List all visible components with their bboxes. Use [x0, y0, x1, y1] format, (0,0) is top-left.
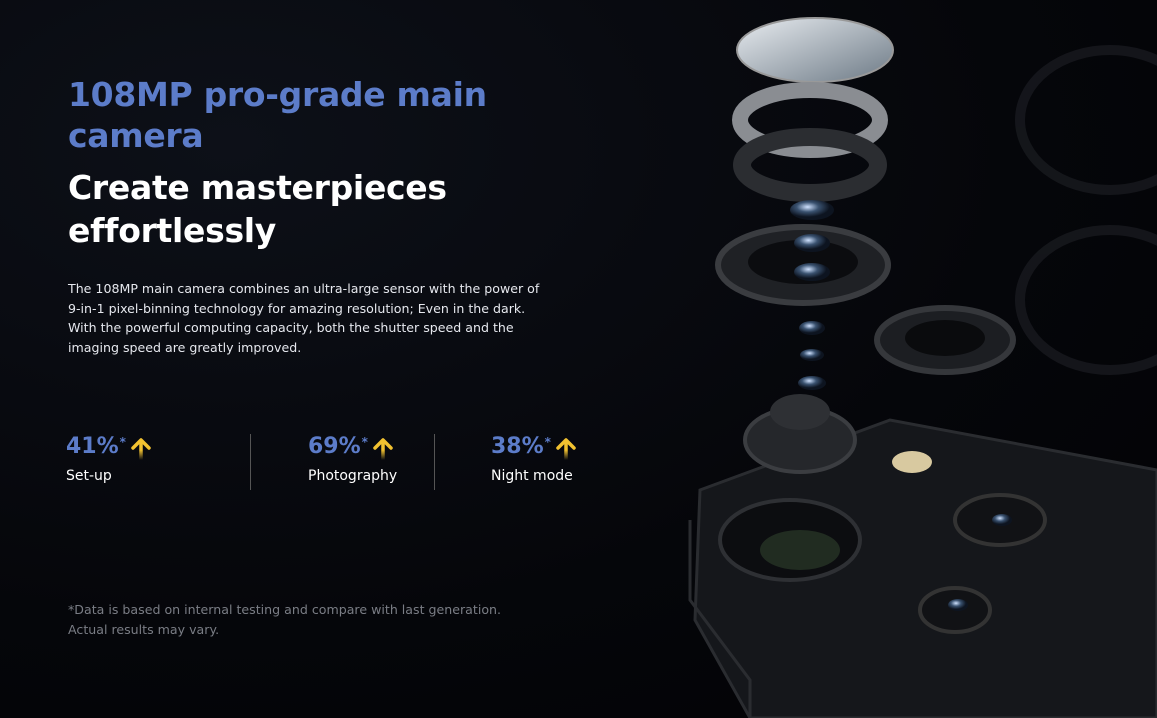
description: The 108MP main camera combines an ultra-… — [68, 281, 540, 355]
footnote: *Data is based on internal testing and c… — [68, 602, 502, 637]
stat-label: Photography — [308, 468, 398, 484]
subheadline: Create masterpieces effortlessly — [68, 168, 447, 250]
stat-setup: 41% * Set-up — [66, 434, 250, 490]
stat-label: Night mode — [491, 468, 573, 484]
asterisk: * — [544, 435, 551, 449]
stat-value: 69% — [308, 434, 361, 459]
stat-label: Set-up — [66, 468, 112, 484]
camera-exploded-image — [688, 17, 1157, 718]
arrow-up-icon — [556, 438, 576, 460]
headline: 108MP pro-grade main camera — [68, 75, 487, 155]
stats-row: 41% * Set-up 69% * Photography 38% * Night … — [66, 434, 618, 490]
asterisk: * — [119, 435, 126, 449]
stat-value: 41% — [66, 434, 119, 459]
stat-photography: 69% * Photography — [250, 434, 434, 490]
stat-night-mode: 38% * Night mode — [434, 434, 618, 490]
arrow-up-icon — [131, 438, 151, 460]
asterisk: * — [361, 435, 368, 449]
stat-value: 38% — [491, 434, 544, 459]
arrow-up-icon — [373, 438, 393, 460]
